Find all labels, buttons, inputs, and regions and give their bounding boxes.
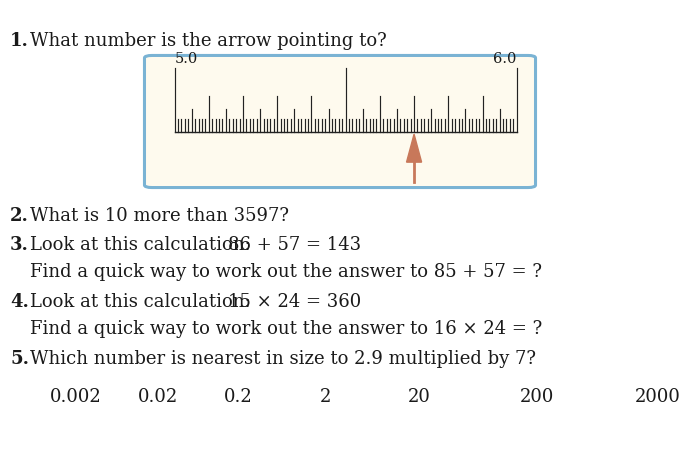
Text: Find a quick way to work out the answer to 85 + 57 = ?: Find a quick way to work out the answer … xyxy=(30,263,542,281)
Text: What is 10 more than 3597?: What is 10 more than 3597? xyxy=(30,207,289,225)
Text: 2000: 2000 xyxy=(635,388,681,406)
Text: 4.: 4. xyxy=(10,293,29,311)
Text: 2: 2 xyxy=(320,388,332,406)
Text: 0.002: 0.002 xyxy=(50,388,102,406)
Text: 5.: 5. xyxy=(10,350,29,368)
Text: 0.02: 0.02 xyxy=(138,388,178,406)
Text: 15 × 24 = 360: 15 × 24 = 360 xyxy=(228,293,361,311)
Text: 6.0: 6.0 xyxy=(493,51,516,66)
Text: 5.0: 5.0 xyxy=(175,51,198,66)
Text: Find a quick way to work out the answer to 16 × 24 = ?: Find a quick way to work out the answer … xyxy=(30,320,543,338)
Text: 200: 200 xyxy=(520,388,554,406)
Text: 0.2: 0.2 xyxy=(224,388,253,406)
Text: 2.: 2. xyxy=(10,207,29,225)
Text: What number is the arrow pointing to?: What number is the arrow pointing to? xyxy=(30,32,387,50)
Text: 1.: 1. xyxy=(10,32,29,50)
Text: Look at this calculation:: Look at this calculation: xyxy=(30,293,251,311)
Text: 20: 20 xyxy=(408,388,431,406)
Polygon shape xyxy=(407,134,421,162)
Text: 3.: 3. xyxy=(10,236,29,254)
FancyBboxPatch shape xyxy=(145,56,536,188)
Text: 86 + 57 = 143: 86 + 57 = 143 xyxy=(228,236,361,254)
Text: Which number is nearest in size to 2.9 multiplied by 7?: Which number is nearest in size to 2.9 m… xyxy=(30,350,536,368)
Text: Look at this calculation:: Look at this calculation: xyxy=(30,236,251,254)
